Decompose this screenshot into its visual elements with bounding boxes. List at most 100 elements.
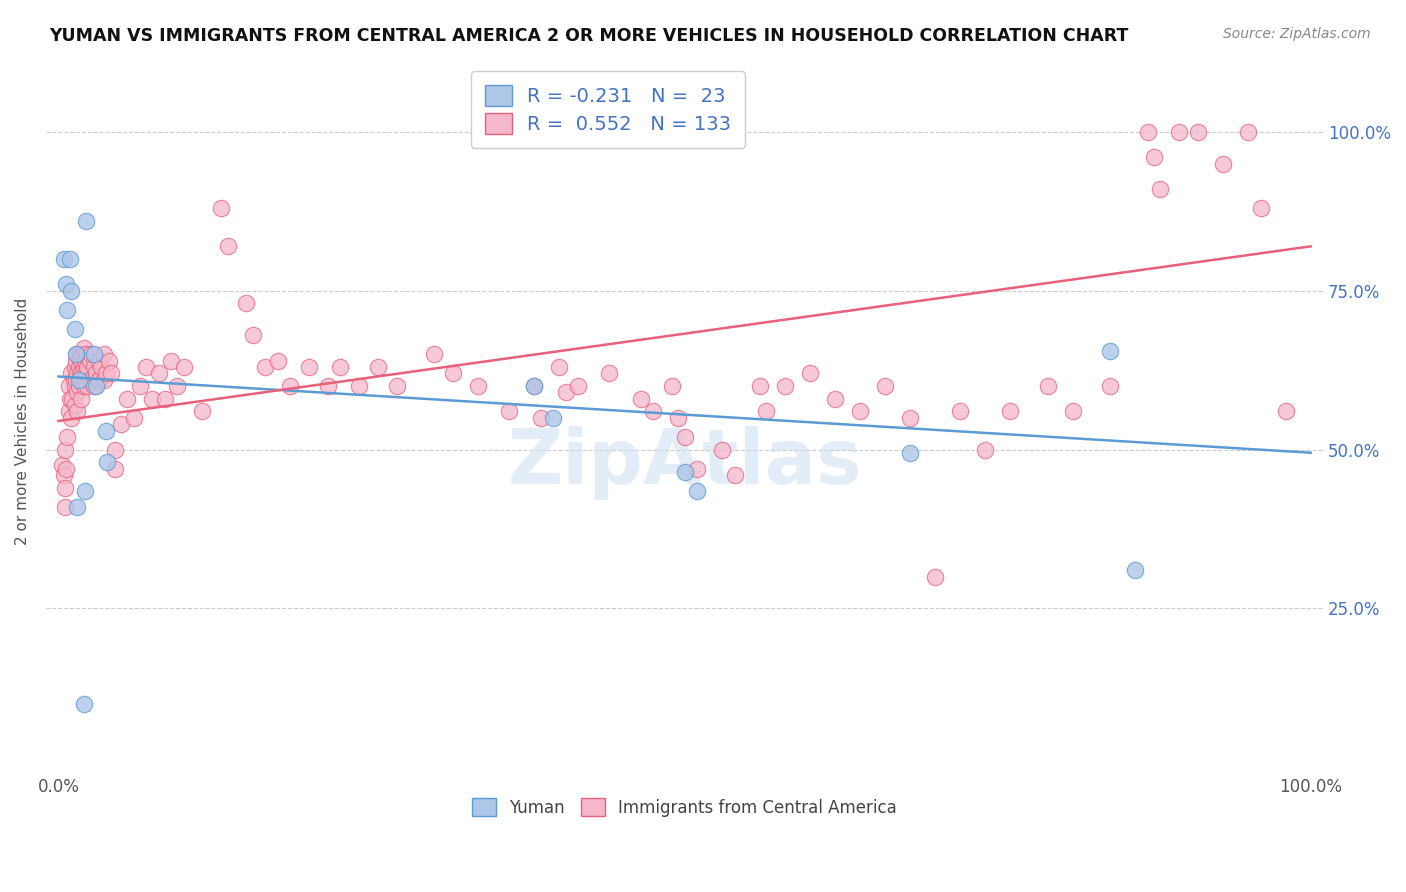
Point: [316, 379, 339, 393]
Point: [266, 353, 288, 368]
Point: [59, 392, 82, 406]
Point: [56, 430, 79, 444]
Point: [66, 500, 89, 514]
Point: [141, 392, 163, 406]
Text: ZipAtlas: ZipAtlas: [508, 426, 862, 500]
Point: [87, 373, 110, 387]
Point: [1274, 404, 1296, 418]
Point: [217, 239, 239, 253]
Point: [173, 359, 195, 374]
Point: [63, 379, 86, 393]
Point: [541, 410, 564, 425]
Point: [70, 353, 93, 368]
Point: [298, 359, 321, 374]
Point: [598, 367, 620, 381]
Point: [72, 341, 94, 355]
Point: [53, 442, 76, 457]
Point: [83, 359, 105, 374]
Point: [191, 404, 214, 418]
Point: [94, 367, 117, 381]
Point: [72, 359, 94, 374]
Point: [66, 367, 89, 381]
Point: [1036, 379, 1059, 393]
Point: [73, 483, 96, 498]
Point: [367, 359, 389, 374]
Point: [84, 379, 107, 393]
Point: [1062, 404, 1084, 418]
Point: [67, 379, 90, 393]
Point: [75, 367, 97, 381]
Point: [83, 347, 105, 361]
Point: [63, 322, 86, 336]
Point: [104, 442, 127, 457]
Point: [423, 347, 446, 361]
Point: [117, 392, 139, 406]
Point: [80, 347, 103, 361]
Point: [110, 417, 132, 432]
Point: [1149, 182, 1171, 196]
Point: [73, 373, 96, 387]
Point: [90, 359, 112, 374]
Point: [523, 379, 546, 393]
Point: [278, 379, 301, 393]
Point: [498, 404, 520, 418]
Point: [824, 392, 846, 406]
Point: [1099, 379, 1122, 393]
Point: [62, 373, 84, 387]
Point: [53, 500, 76, 514]
Point: [69, 367, 91, 381]
Point: [67, 373, 90, 387]
Point: [60, 367, 83, 381]
Point: [79, 353, 101, 368]
Point: [235, 296, 257, 310]
Point: [554, 385, 576, 400]
Point: [59, 252, 82, 266]
Point: [75, 347, 97, 361]
Point: [673, 465, 696, 479]
Point: [799, 367, 821, 381]
Point: [1250, 201, 1272, 215]
Point: [51, 458, 73, 473]
Point: [60, 410, 83, 425]
Point: [83, 379, 105, 393]
Text: Source: ZipAtlas.com: Source: ZipAtlas.com: [1223, 27, 1371, 41]
Point: [84, 367, 107, 381]
Point: [643, 404, 665, 418]
Point: [748, 379, 770, 393]
Point: [898, 446, 921, 460]
Point: [93, 347, 115, 361]
Point: [73, 353, 96, 368]
Point: [467, 379, 489, 393]
Point: [849, 404, 872, 418]
Point: [160, 353, 183, 368]
Y-axis label: 2 or more Vehicles in Household: 2 or more Vehicles in Household: [15, 297, 30, 545]
Point: [53, 481, 76, 495]
Point: [242, 328, 264, 343]
Point: [76, 359, 98, 374]
Point: [65, 373, 87, 387]
Point: [1187, 125, 1209, 139]
Point: [65, 347, 87, 361]
Point: [87, 353, 110, 368]
Point: [65, 353, 87, 368]
Point: [70, 392, 93, 406]
Point: [104, 461, 127, 475]
Point: [135, 359, 157, 374]
Point: [873, 379, 896, 393]
Point: [97, 353, 120, 368]
Point: [548, 359, 571, 374]
Point: [55, 461, 77, 475]
Point: [153, 392, 176, 406]
Point: [686, 461, 709, 475]
Point: [329, 359, 352, 374]
Point: [60, 284, 83, 298]
Point: [67, 359, 90, 374]
Point: [69, 347, 91, 361]
Point: [924, 569, 946, 583]
Point: [898, 410, 921, 425]
Legend: Yuman, Immigrants from Central America: Yuman, Immigrants from Central America: [464, 789, 905, 825]
Point: [66, 404, 89, 418]
Point: [72, 347, 94, 361]
Point: [998, 404, 1021, 418]
Point: [96, 455, 118, 469]
